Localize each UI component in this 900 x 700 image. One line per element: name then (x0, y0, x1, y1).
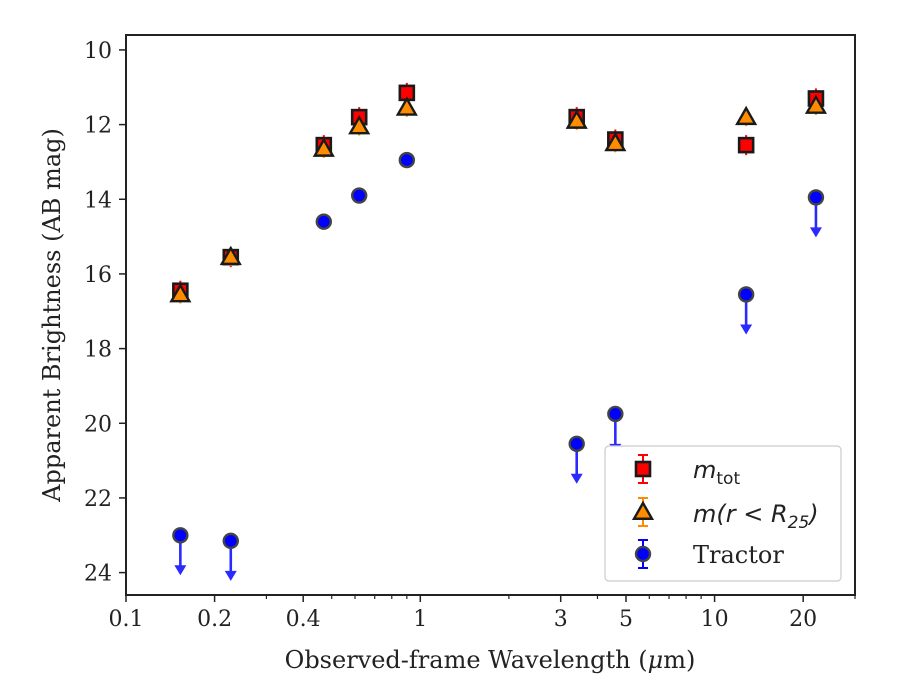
upper-limit-arrowhead (809, 227, 822, 238)
legend-label-tractor: Tractor (693, 541, 784, 569)
x-tick-label: 20 (789, 607, 817, 632)
mr25-point (219, 245, 242, 266)
tractor-point (222, 532, 239, 550)
y-axis-label: Apparent Brightness (AB mag) (38, 128, 66, 503)
legend-marker (631, 500, 655, 520)
tractor-point (607, 405, 624, 423)
x-tick-label: 5 (619, 607, 633, 632)
mr25-point (735, 105, 758, 126)
data-marks (169, 82, 828, 581)
plot-frame (125, 34, 856, 596)
x-tick-label: 0.2 (197, 607, 232, 632)
y-tick-label: 10 (84, 39, 112, 64)
x-tick-label: 0.4 (286, 607, 321, 632)
upper-limit-arrowhead (570, 473, 583, 484)
mr25-point (395, 96, 418, 116)
legend-label-mr25: m(r < R25) (693, 500, 819, 533)
tractor-point (398, 151, 416, 169)
mr25-point (804, 94, 828, 114)
legend-marker (634, 545, 652, 563)
mr25-point (169, 283, 192, 303)
y-tick-label: 20 (84, 412, 112, 437)
x-axis-label: Observed-frame Wavelength (μm) (285, 646, 696, 674)
mr25-point (348, 115, 371, 135)
y-tick-label: 18 (84, 338, 112, 363)
legend: mtot m(r < R25) Tractor (604, 445, 842, 582)
tractor-point (350, 187, 368, 204)
x-tick-label: 0.1 (109, 607, 144, 632)
axis-ticks: 0.1 0.2 0.4 1 3 5 10 20 10 12 14 16 18 20 22 24 (84, 39, 856, 632)
tractor-point (315, 213, 332, 230)
tractor-point (568, 435, 585, 452)
tractor-point (807, 189, 825, 206)
y-tick-label: 24 (84, 562, 112, 587)
mr25-point (604, 131, 627, 152)
y-tick-label: 12 (84, 114, 112, 139)
y-tick-label: 22 (84, 487, 112, 512)
y-tick-label: 16 (84, 263, 112, 288)
tractor-point (737, 286, 755, 303)
mtot-point (737, 136, 755, 154)
upper-limit-arrowhead (740, 324, 753, 335)
mr25-point (312, 137, 335, 157)
upper-limit-arrowhead (174, 565, 187, 576)
x-tick-label: 1 (413, 607, 427, 632)
upper-limit-arrowhead (224, 570, 237, 581)
legend-marker (634, 460, 652, 478)
legend-markers (631, 454, 655, 569)
tractor-point (172, 527, 189, 544)
x-tick-label: 3 (554, 607, 568, 632)
x-tick-label: 10 (701, 607, 729, 632)
mr25-point (565, 109, 588, 129)
legend-box (604, 445, 842, 582)
y-tick-label: 14 (84, 188, 112, 213)
legend-label-mtot: mtot (693, 456, 740, 489)
